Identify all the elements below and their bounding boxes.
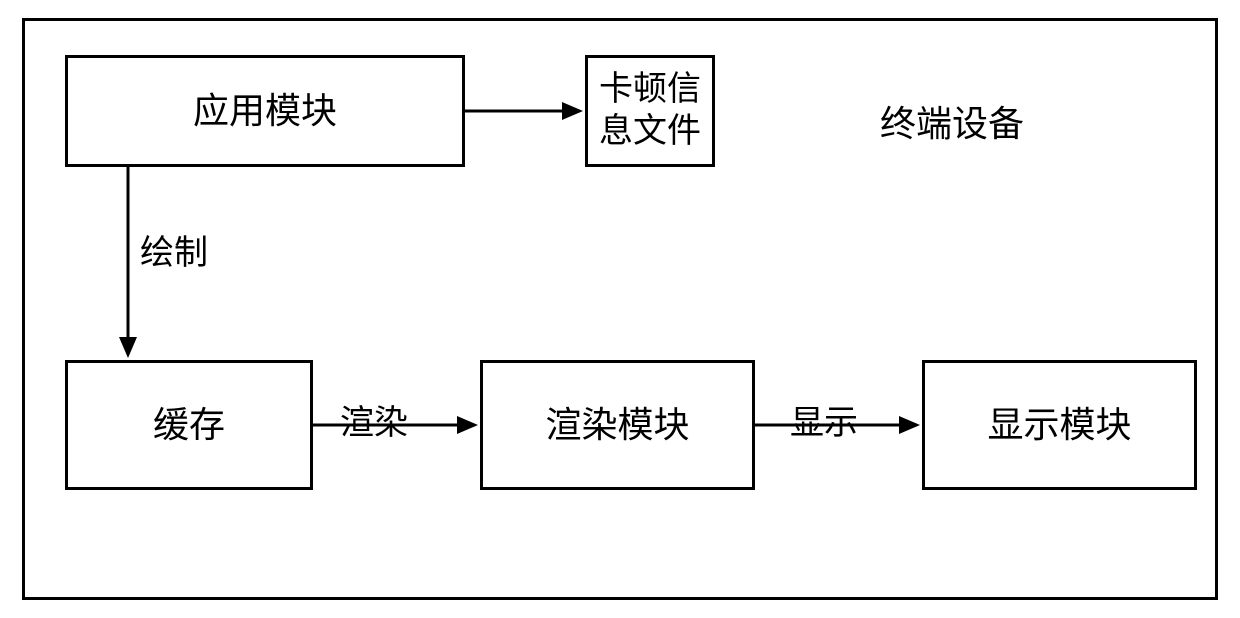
terminal-device-title: 终端设备 — [880, 95, 1024, 147]
edge-label-render: 渲染 — [340, 395, 408, 444]
lag-info-file-label-line1: 卡顿信 — [599, 69, 701, 112]
edge-label-display-text: 显示 — [790, 405, 858, 442]
app-module-box: 应用模块 — [65, 55, 465, 167]
cache-label: 缓存 — [153, 403, 225, 448]
lag-info-file-label-line2: 息文件 — [599, 111, 701, 154]
display-module-box: 显示模块 — [922, 360, 1197, 490]
cache-box: 缓存 — [65, 360, 313, 490]
terminal-device-title-text: 终端设备 — [880, 104, 1024, 144]
render-module-label: 渲染模块 — [545, 403, 689, 448]
edge-label-draw: 绘制 — [140, 225, 208, 274]
lag-info-file-label: 卡顿信 息文件 — [599, 69, 701, 154]
edge-label-draw-text: 绘制 — [140, 235, 208, 272]
edge-label-render-text: 渲染 — [340, 405, 408, 442]
diagram-canvas: 终端设备 应用模块 卡顿信 息文件 缓存 渲染模块 显示模块 绘制 渲染 显示 — [0, 0, 1240, 618]
lag-info-file-box: 卡顿信 息文件 — [585, 55, 715, 167]
edge-label-display: 显示 — [790, 395, 858, 444]
render-module-box: 渲染模块 — [480, 360, 755, 490]
display-module-label: 显示模块 — [987, 403, 1131, 448]
app-module-label: 应用模块 — [193, 89, 337, 134]
